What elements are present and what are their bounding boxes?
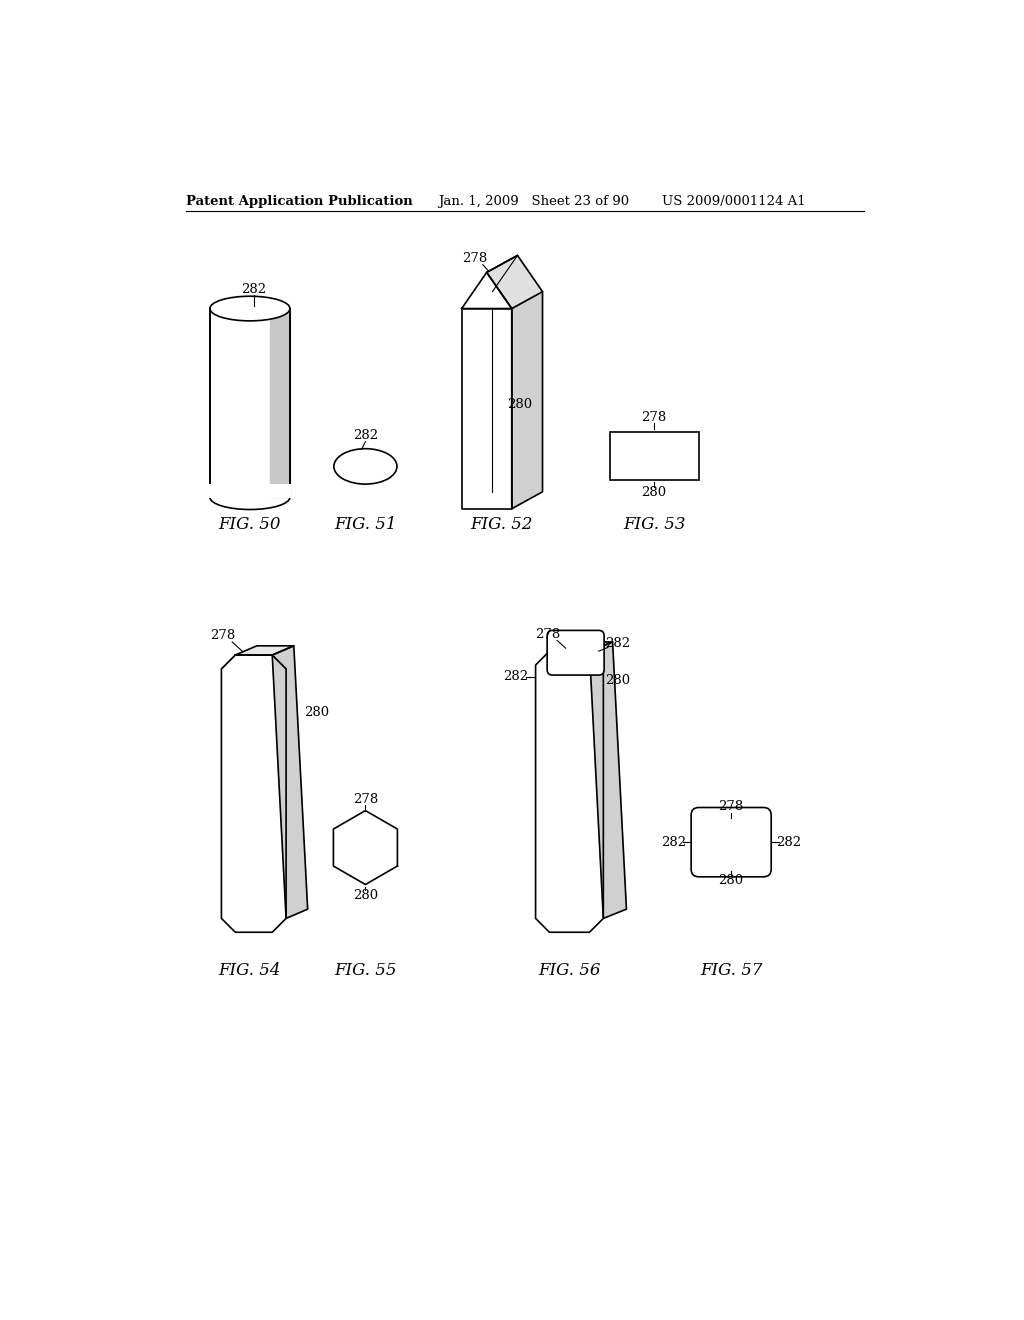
Text: FIG. 54: FIG. 54 (219, 962, 282, 979)
Text: 280: 280 (507, 399, 532, 412)
Text: FIG. 56: FIG. 56 (539, 962, 601, 979)
Polygon shape (512, 292, 543, 508)
Text: 280: 280 (642, 486, 667, 499)
Text: 278: 278 (641, 412, 667, 425)
Text: FIG. 51: FIG. 51 (334, 516, 396, 533)
Text: 282: 282 (353, 429, 378, 442)
Text: FIG. 50: FIG. 50 (219, 516, 282, 533)
Text: 278: 278 (210, 630, 236, 643)
Polygon shape (550, 642, 612, 651)
Text: 282: 282 (604, 638, 630, 649)
Polygon shape (221, 655, 286, 932)
Polygon shape (462, 272, 512, 309)
Text: Patent Application Publication: Patent Application Publication (186, 195, 413, 209)
FancyBboxPatch shape (547, 631, 604, 675)
Text: 282: 282 (503, 671, 528, 684)
Text: Jan. 1, 2009   Sheet 23 of 90: Jan. 1, 2009 Sheet 23 of 90 (438, 195, 630, 209)
Polygon shape (236, 645, 294, 655)
Text: 280: 280 (304, 706, 330, 719)
Text: 282: 282 (776, 836, 802, 849)
Text: 278: 278 (719, 800, 743, 813)
Polygon shape (270, 309, 290, 498)
Polygon shape (536, 651, 603, 932)
Text: 278: 278 (536, 628, 560, 640)
Text: 278: 278 (463, 252, 487, 265)
Text: 280: 280 (353, 888, 378, 902)
Text: FIG. 55: FIG. 55 (334, 962, 396, 979)
Polygon shape (272, 645, 307, 919)
Ellipse shape (210, 296, 290, 321)
Text: 280: 280 (719, 874, 743, 887)
Polygon shape (486, 256, 543, 309)
Polygon shape (462, 309, 512, 508)
FancyBboxPatch shape (691, 808, 771, 876)
Bar (609, 432, 698, 480)
Text: 278: 278 (353, 792, 378, 805)
Text: 282: 282 (242, 282, 266, 296)
Ellipse shape (334, 449, 397, 484)
Polygon shape (334, 810, 397, 884)
Bar (208, 484, 292, 498)
Text: FIG. 52: FIG. 52 (470, 516, 532, 533)
Text: 282: 282 (660, 836, 686, 849)
Text: 280: 280 (604, 675, 630, 686)
Text: US 2009/0001124 A1: US 2009/0001124 A1 (662, 195, 806, 209)
Text: FIG. 57: FIG. 57 (700, 962, 763, 979)
Polygon shape (590, 642, 627, 919)
Text: FIG. 53: FIG. 53 (623, 516, 685, 533)
